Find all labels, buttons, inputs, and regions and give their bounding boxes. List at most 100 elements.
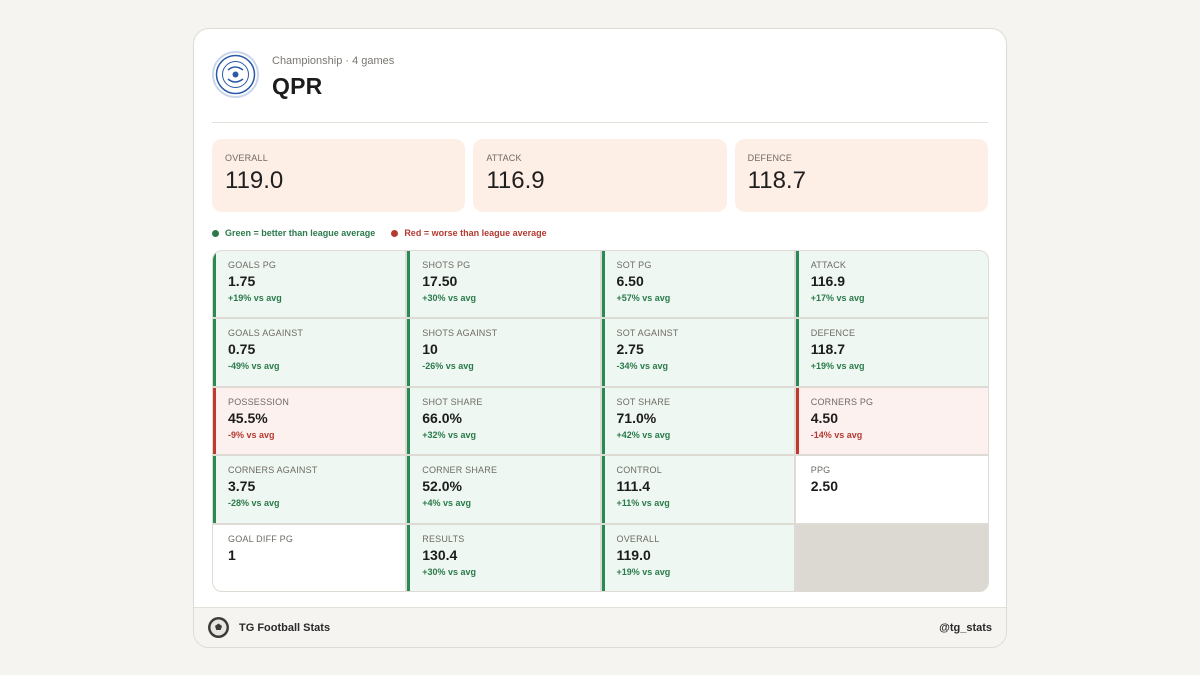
header: Championship · 4 games QPR [212,51,988,123]
stat-delta: -49% vs avg [228,361,280,372]
legend-bad: Red = worse than league average [391,228,547,238]
stat-label: ATTACK [810,260,847,270]
legend-bad-text: Red = worse than league average [404,228,547,238]
stat-delta: +57% vs avg [616,293,671,303]
stat-cell: GOALS AGAINST 0.75 -49% vs avg [213,319,406,386]
stat-label: POSSESSION [228,396,290,407]
stat-label: CORNER SHARE [422,465,498,476]
legend-good-text: Green = better than league average [225,228,376,238]
stat-value: 130.4 [422,546,458,563]
stat-value: 116.9 [810,273,846,289]
stat-value: 119.0 [616,546,651,563]
stat-label: DEFENCE [810,328,856,339]
stat-value: 3.75 [228,478,256,495]
summary-label: ATTACK [486,153,522,163]
stat-cell: GOALS PG 1.75 +19% vs avg [213,251,406,318]
summary-value: 119.0 [225,167,284,194]
stat-value: 52.0% [422,478,462,495]
stat-value: 66.0% [422,409,462,426]
stat-delta: -28% vs avg [228,498,280,509]
stat-label: CORNERS AGAINST [228,465,318,476]
stat-delta: +4% vs avg [422,498,472,509]
stat-value: 118.7 [810,341,846,358]
stat-label: SHOT SHARE [422,396,483,407]
stat-delta: +19% vs avg [616,566,671,577]
competition-subtitle: Championship · 4 games [272,55,395,67]
summary-defence: DEFENCE 118.7 [734,139,988,212]
stats-grid: GOALS PG 1.75 +19% vs avg SHOTS PG 17.50 +30%… [212,250,989,592]
stat-value: 1.75 [228,273,256,289]
stat-cell: RESULTS 130.4 +30% vs avg [407,524,600,591]
footer-handle: @tg_stats [939,622,992,634]
stat-label: CONTROL [616,465,662,476]
stat-delta: -14% vs avg [810,429,863,440]
footer-brand: TG Football Stats [239,622,331,634]
legend-good: Green = better than league average [212,228,375,238]
qpr-crest-logo [212,51,259,98]
stat-cell: SHOTS PG 17.50 +30% vs avg [407,251,600,318]
stat-label: SOT PG [616,260,652,270]
stat-value: 0.75 [228,341,256,358]
stat-cell: ATTACK 116.9 +17% vs avg [795,251,988,318]
stat-cell: CORNERS PG 4.50 -14% vs avg [795,387,988,455]
stat-delta: +30% vs avg [422,293,477,303]
stat-delta: +11% vs avg [616,498,670,509]
stat-cell: DEFENCE 118.7 +19% vs avg [795,319,988,386]
summary-value: 118.7 [747,167,806,194]
stat-cell: SOT PG 6.50 +57% vs avg [601,251,794,318]
team-stats-card: Championship · 4 games QPR OVERALL 119.0… [193,28,1007,648]
stat-value: 71.0% [616,409,657,426]
stat-delta: +30% vs avg [422,566,477,577]
team-name: QPR [272,73,323,99]
stat-label: OVERALL [616,533,660,544]
stat-delta: +19% vs avg [228,293,282,303]
stat-cell: SOT AGAINST 2.75 -34% vs avg [601,319,794,386]
stat-cell: GOAL DIFF PG 1 [213,524,406,591]
stat-delta: -9% vs avg [228,429,275,440]
summary-label: OVERALL [225,153,268,163]
summary-row: OVERALL 119.0 ATTACK 116.9 DEFENCE 118.7 [212,139,988,212]
header-divider [212,122,988,123]
stat-cell: CORNER SHARE 52.0% +4% vs avg [407,456,600,523]
stat-cell: CORNERS AGAINST 3.75 -28% vs avg [213,456,406,523]
green-dot-icon [212,229,219,237]
legend: Green = better than league average Red =… [212,228,547,238]
stat-cell-empty [795,524,988,591]
stat-value: 2.75 [616,341,644,358]
summary-attack: ATTACK 116.9 [473,139,727,212]
stat-cell: PPG 2.50 [795,456,988,523]
football-icon [208,617,229,638]
stat-label: SHOTS AGAINST [422,328,498,339]
stat-value: 1 [228,546,236,563]
stat-cell: CONTROL 111.4 +11% vs avg [601,456,794,523]
stat-label: GOALS AGAINST [228,328,304,339]
summary-value: 116.9 [486,167,545,194]
stat-value: 111.4 [616,478,651,495]
red-dot-icon [391,229,399,237]
stat-delta: -26% vs avg [422,361,474,372]
stat-value: 17.50 [422,273,458,289]
stat-label: SOT SHARE [616,396,671,407]
stat-delta: +19% vs avg [810,361,865,372]
stat-value: 6.50 [616,273,644,289]
summary-label: DEFENCE [747,153,793,163]
stat-cell: SHOTS AGAINST 10 -26% vs avg [407,319,600,386]
footer: TG Football Stats @tg_stats [194,607,1006,647]
stat-label: GOALS PG [228,260,277,270]
stat-label: SHOTS PG [422,260,471,270]
stat-delta: +17% vs avg [810,293,865,303]
stat-value: 10 [422,341,438,358]
stat-cell: POSSESSION 45.5% -9% vs avg [213,387,406,455]
stat-value: 4.50 [810,409,838,426]
stat-label: PPG [810,465,831,476]
stat-label: CORNERS PG [810,396,874,407]
summary-overall: OVERALL 119.0 [212,139,466,212]
stat-label: RESULTS [422,533,465,544]
stat-delta: -34% vs avg [616,361,669,372]
stat-value: 2.50 [810,478,838,495]
stat-delta: +32% vs avg [422,429,477,440]
stat-label: GOAL DIFF PG [228,533,294,544]
stat-delta: +42% vs avg [616,429,671,440]
stat-cell: OVERALL 119.0 +19% vs avg [601,524,794,591]
stat-cell: SOT SHARE 71.0% +42% vs avg [601,387,794,455]
